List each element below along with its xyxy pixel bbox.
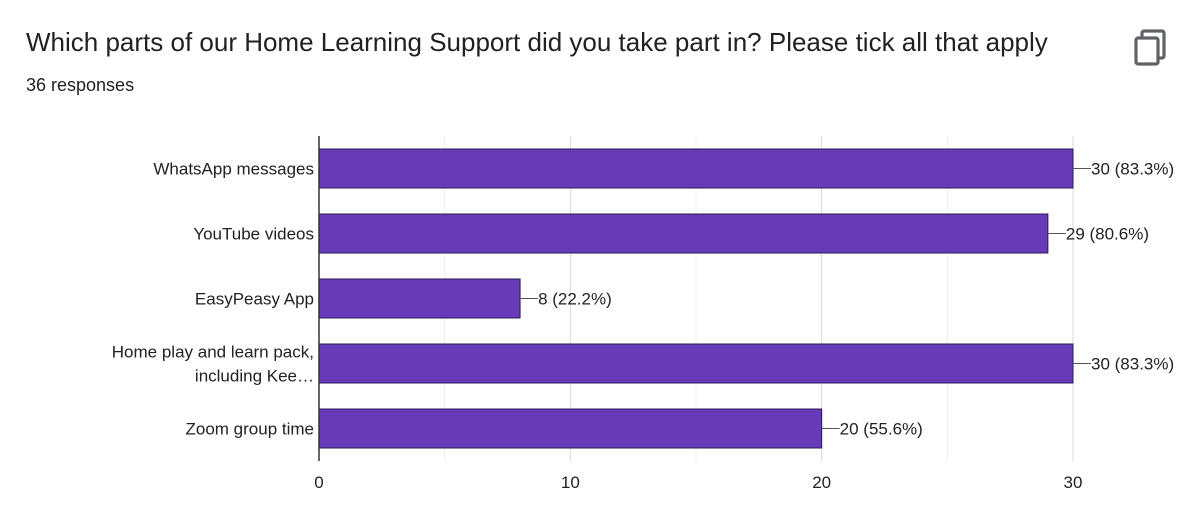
x-tick-label: 20 [812,473,831,492]
x-tick-label: 10 [561,473,580,492]
copy-icon [1134,29,1166,66]
data-label: 20 (55.6%) [840,420,923,439]
copy-chart-button[interactable] [1128,26,1172,70]
category-label: YouTube videos [193,225,314,244]
category-label: EasyPeasy App [195,290,314,309]
x-tick-label: 0 [314,473,323,492]
bar [318,278,521,319]
bar [318,408,823,449]
data-label: 29 (80.6%) [1066,225,1149,244]
chart-title: Which parts of our Home Learning Support… [26,27,1048,57]
data-label: 30 (83.3%) [1091,355,1174,374]
category-label: Home play and learn pack, including Kee… [112,343,314,386]
category-label: WhatsApp messages [153,160,314,179]
data-label: 8 (22.2%) [538,290,612,309]
data-label: 30 (83.3%) [1091,160,1174,179]
x-tick-label: 30 [1064,473,1083,492]
bar [318,148,1074,189]
category-label: Zoom group time [186,420,315,439]
bar [318,213,1049,254]
response-count: 36 responses [26,75,135,95]
bar [318,343,1074,384]
